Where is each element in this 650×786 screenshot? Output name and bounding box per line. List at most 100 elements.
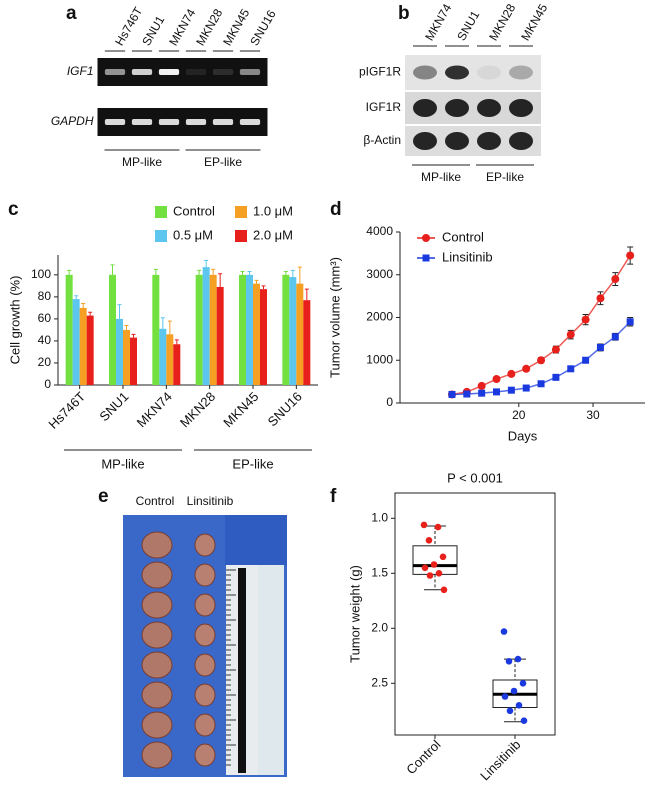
marker (596, 294, 605, 303)
panel-label: e (98, 486, 109, 507)
tumor (194, 593, 216, 617)
tumor (194, 563, 216, 587)
marker (493, 388, 501, 396)
bar (72, 299, 80, 385)
row-label: β-Actin (363, 133, 401, 147)
legend-label: Linsitinib (442, 249, 493, 264)
band (445, 132, 469, 150)
error-bar (160, 317, 165, 329)
bar (116, 318, 123, 385)
row-label: IGF1 (67, 64, 94, 78)
band (158, 69, 180, 75)
panel-label: c (8, 199, 19, 220)
legend-swatch (155, 206, 167, 218)
band (477, 65, 501, 80)
point (510, 687, 518, 695)
point (506, 707, 514, 715)
x-tick-label: MKN45 (220, 389, 261, 430)
panel-label: d (330, 199, 342, 220)
bar (209, 274, 217, 385)
band (445, 99, 469, 117)
point (505, 658, 513, 665)
y-tick-label: 3000 (366, 267, 393, 281)
tumor (141, 711, 173, 739)
group-label: EP-like (486, 170, 524, 184)
legend-swatch (155, 230, 167, 242)
bar (166, 334, 174, 385)
point (514, 655, 522, 663)
lane-label: MKN28 (486, 1, 518, 43)
y-tick-label: 2.0 (371, 620, 388, 634)
x-tick-label: MKN74 (134, 389, 175, 430)
group-label: MP-like (122, 155, 162, 169)
error-bar (197, 269, 202, 275)
tumor (141, 621, 173, 649)
panel-label: f (330, 486, 337, 507)
y-tick-label: 1.5 (371, 565, 388, 579)
x-tick-label: Hs746T (45, 389, 88, 432)
y-tick-label: 1000 (366, 352, 393, 366)
x-tick-label: MKN28 (177, 389, 218, 430)
marker (463, 390, 471, 398)
error-bar (110, 264, 115, 275)
bar (246, 274, 253, 385)
point (500, 628, 508, 635)
x-axis-title: Days (508, 428, 538, 443)
bar (239, 274, 246, 385)
series-line (451, 255, 631, 396)
point (420, 521, 428, 529)
error-bar (240, 271, 245, 275)
group-label: EP-like (232, 456, 273, 471)
band (212, 119, 234, 125)
marker (626, 251, 635, 260)
y-axis-title: Cell growth (%) (7, 276, 22, 365)
row-label: GAPDH (51, 114, 94, 128)
x-tick-label: 20 (512, 408, 526, 422)
error-bar (124, 325, 129, 330)
bar (303, 300, 311, 385)
point (435, 570, 443, 577)
legend-label: Control (173, 203, 215, 218)
tumor (141, 651, 173, 679)
marker (552, 373, 560, 381)
legend-marker (422, 234, 430, 242)
bar (86, 315, 94, 385)
marker (611, 333, 619, 341)
lane-label: SNU1 (139, 13, 167, 48)
gel-row (97, 58, 268, 86)
error-bar (283, 271, 288, 275)
band (509, 132, 533, 150)
error-bar (74, 295, 79, 300)
marker (626, 318, 634, 326)
error-bar (167, 320, 172, 335)
legend-swatch (235, 230, 247, 242)
error-bar (211, 268, 216, 275)
band (131, 119, 153, 125)
marker (522, 364, 531, 373)
error-bar (117, 304, 122, 319)
row-label: IGF1R (366, 100, 402, 114)
marker (492, 375, 501, 384)
tumor (194, 653, 216, 677)
bar (216, 286, 224, 385)
error-bar (67, 269, 72, 275)
band (509, 65, 533, 80)
group-label: MP-like (101, 456, 144, 471)
y-axis-title: Tumor volume (mm³) (327, 257, 342, 378)
error-bar (218, 273, 223, 287)
marker (581, 315, 590, 324)
group-label: EP-like (204, 155, 242, 169)
bar (173, 344, 181, 385)
box (412, 545, 458, 575)
chart-title: P < 0.001 (447, 470, 503, 485)
marker (596, 343, 604, 351)
error-bar (88, 311, 93, 316)
gel-row (97, 108, 268, 136)
bar (123, 329, 130, 385)
point (421, 564, 429, 572)
bar (152, 274, 160, 385)
point (425, 537, 433, 544)
axis (57, 255, 318, 386)
point (439, 553, 447, 561)
band (413, 99, 437, 117)
